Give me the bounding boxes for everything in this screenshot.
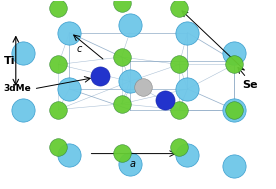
Text: c: c xyxy=(76,44,82,54)
Point xyxy=(97,74,102,77)
Point xyxy=(119,102,124,105)
Point xyxy=(185,153,190,156)
Point xyxy=(232,52,236,55)
Point xyxy=(56,63,60,66)
Point xyxy=(232,63,236,66)
Point xyxy=(20,52,25,55)
Text: 3dMe: 3dMe xyxy=(3,84,31,93)
Point xyxy=(163,99,168,102)
Point xyxy=(56,7,60,10)
Text: Se: Se xyxy=(242,80,258,90)
Point xyxy=(177,63,181,66)
Point xyxy=(177,7,181,10)
Point xyxy=(185,31,190,34)
Point xyxy=(185,87,190,90)
Point xyxy=(141,85,146,88)
Point xyxy=(56,108,60,111)
Point xyxy=(232,108,236,111)
Point xyxy=(232,164,236,167)
Point xyxy=(67,31,71,34)
Point xyxy=(67,153,71,156)
Point xyxy=(128,24,132,27)
Point xyxy=(20,108,25,111)
Point xyxy=(232,108,236,111)
Point xyxy=(128,80,132,83)
Text: a: a xyxy=(130,159,136,169)
Point xyxy=(56,146,60,149)
Point xyxy=(177,108,181,111)
Point xyxy=(128,162,132,165)
Point xyxy=(119,1,124,4)
Point xyxy=(119,55,124,58)
Text: Ti: Ti xyxy=(3,56,15,66)
Point xyxy=(177,146,181,149)
Point xyxy=(119,151,124,154)
Point xyxy=(67,87,71,90)
